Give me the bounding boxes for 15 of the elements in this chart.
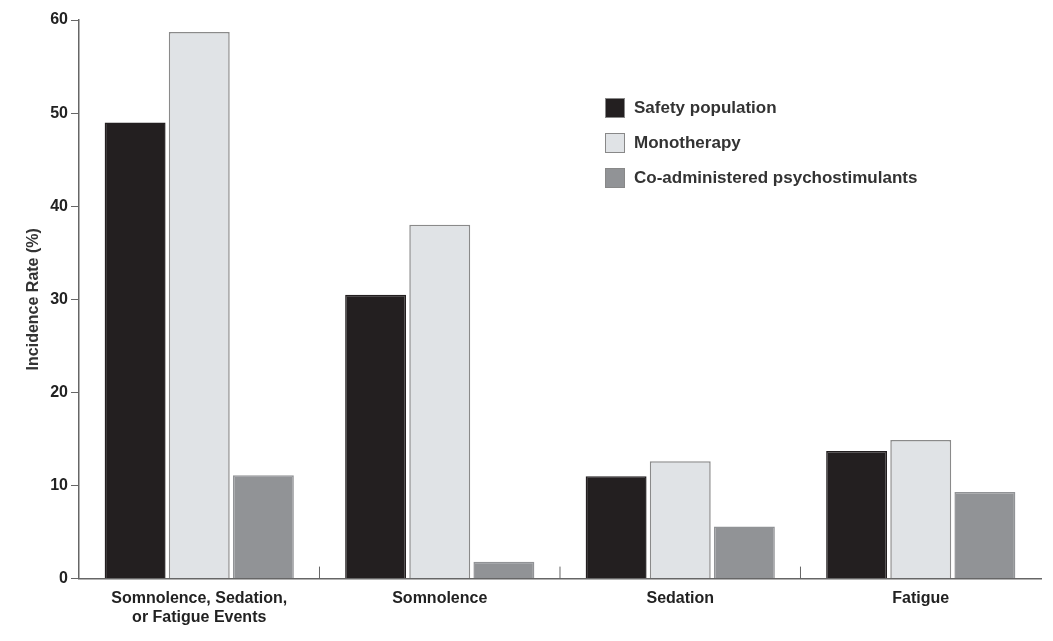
legend-label: Monotherapy [634, 132, 741, 153]
y-tick-label: 10 [50, 475, 69, 493]
y-tick-label: 50 [50, 103, 69, 121]
y-tick-label: 0 [59, 569, 69, 587]
x-tick-label: Fatigue [892, 588, 950, 606]
x-tick-label: Somnolence [392, 588, 488, 606]
legend-label: Co-administered psychostimulants [634, 167, 918, 188]
x-tick-label: Somnolence, Sedation, or Fatigue Events [111, 588, 288, 625]
y-tick-label: 20 [50, 382, 69, 400]
legend-label: Safety population [634, 97, 777, 118]
y-tick-label: 40 [50, 196, 69, 214]
x-tick-label: Sedation [646, 588, 715, 606]
y-axis-title: Incidence Rate (%) [24, 228, 42, 371]
y-tick-label: 60 [50, 10, 69, 28]
y-tick-label: 30 [50, 289, 69, 307]
